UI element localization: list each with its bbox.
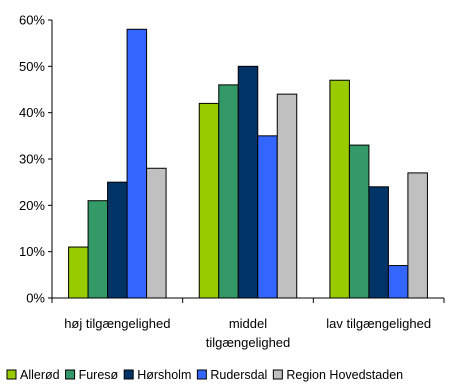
x-category-label: lav tilgængelighed	[326, 316, 431, 331]
bar-furesø-1	[87, 200, 109, 299]
x-axis: høj tilgængelighed middel tilgængelighed la…	[51, 297, 445, 350]
bar-region-hovedstaden-3	[407, 172, 428, 299]
bar-allerød-2	[198, 102, 220, 299]
bar-rudersdal-2	[257, 135, 278, 299]
legend-swatch	[65, 369, 76, 380]
legend-swatch	[6, 369, 17, 380]
x-category-label: tilgængelighed	[206, 335, 291, 350]
bar-hørsholm-3	[368, 186, 389, 299]
bar-rudersdal-1	[126, 28, 148, 299]
bar-allerød-1	[68, 246, 89, 299]
bar-hørsholm-2	[237, 65, 259, 299]
y-tick-label: 30%	[19, 152, 45, 167]
bar-region-hovedstaden-2	[276, 93, 298, 299]
bar-region-hovedstaden-1	[146, 167, 167, 299]
legend-label: Furesø	[79, 368, 119, 382]
bar-furesø-3	[348, 144, 370, 299]
legend-label: Allerød	[20, 368, 60, 382]
legend-swatch	[272, 369, 283, 380]
bars	[68, 28, 428, 299]
legend-label: Hørsholm	[137, 368, 191, 382]
y-tick-label: 10%	[19, 244, 45, 259]
legend-swatch	[196, 369, 207, 380]
bar-allerød-3	[329, 79, 350, 299]
bar-hørsholm-1	[107, 181, 128, 299]
legend-label: Region Hovedstaden	[286, 368, 403, 382]
y-tick-label: 20%	[19, 198, 45, 213]
x-category-label: høj tilgængelighed	[64, 316, 170, 331]
y-tick-label: 50%	[19, 59, 45, 74]
legend-label: Rudersdal	[210, 368, 267, 382]
y-tick-label: 40%	[19, 105, 45, 120]
bar-rudersdal-3	[387, 265, 409, 299]
legend: Allerød Furesø Hørsholm Rudersdal Region Hov…	[6, 368, 403, 382]
legend-swatch	[123, 369, 134, 380]
y-tick-label: 60%	[19, 13, 45, 28]
y-axis: 0% 10% 20% 30% 40% 50% 60%	[19, 13, 53, 306]
y-tick-label: 0%	[26, 291, 45, 306]
bar-furesø-2	[218, 84, 239, 299]
x-category-label: middel	[229, 316, 267, 331]
